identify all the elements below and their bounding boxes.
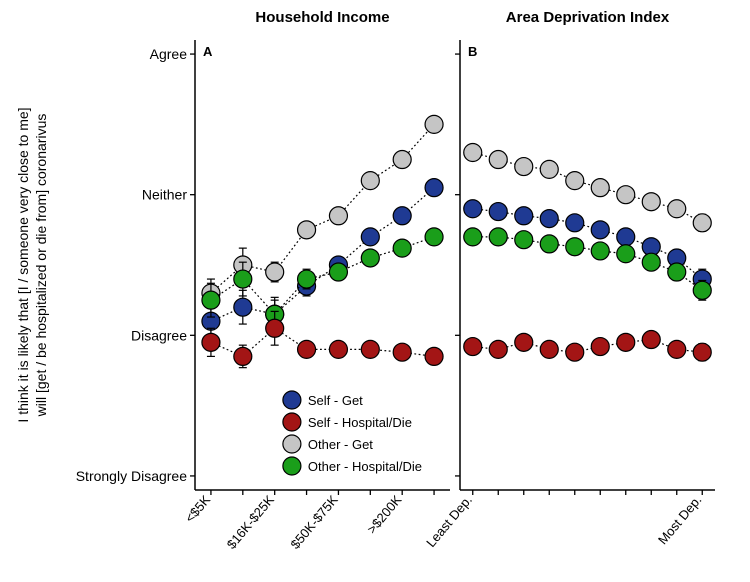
marker-other_get xyxy=(693,214,711,232)
marker-self_hospdie xyxy=(329,340,347,358)
marker-self_get xyxy=(425,179,443,197)
marker-other_hospdie xyxy=(489,228,507,246)
marker-other_get xyxy=(298,221,316,239)
marker-self_hospdie xyxy=(266,319,284,337)
panel-title: Area Deprivation Index xyxy=(506,9,670,26)
marker-self_hospdie xyxy=(464,338,482,356)
svg-text:I think it is likely that [I /: I think it is likely that [I / someone v… xyxy=(15,107,31,422)
marker-self_hospdie xyxy=(489,340,507,358)
marker-other_get xyxy=(515,158,533,176)
marker-other_hospdie xyxy=(566,238,584,256)
marker-self_hospdie xyxy=(617,333,635,351)
marker-self_hospdie xyxy=(515,333,533,351)
marker-self_hospdie xyxy=(693,343,711,361)
marker-self_hospdie xyxy=(202,333,220,351)
marker-other_hospdie xyxy=(234,270,252,288)
marker-self_get xyxy=(515,207,533,225)
marker-other_get xyxy=(591,179,609,197)
marker-other_hospdie xyxy=(540,235,558,253)
marker-self_get xyxy=(540,210,558,228)
marker-other_hospdie xyxy=(515,231,533,249)
legend-marker xyxy=(283,413,301,431)
marker-other_get xyxy=(540,160,558,178)
marker-other_hospdie xyxy=(329,263,347,281)
panel-title: Household Income xyxy=(255,9,389,26)
marker-other_get xyxy=(329,207,347,225)
marker-self_hospdie xyxy=(361,340,379,358)
marker-self_get xyxy=(361,228,379,246)
marker-other_get xyxy=(393,151,411,169)
legend-label: Other - Get xyxy=(308,437,373,452)
marker-other_hospdie xyxy=(361,249,379,267)
marker-self_get xyxy=(489,203,507,221)
marker-self_get xyxy=(591,221,609,239)
svg-text:will [get / be hospitalized or: will [get / be hospitalized or die from]… xyxy=(33,114,49,418)
marker-self_hospdie xyxy=(234,347,252,365)
marker-other_hospdie xyxy=(393,239,411,257)
legend-label: Self - Get xyxy=(308,393,363,408)
marker-self_get xyxy=(393,207,411,225)
marker-other_get xyxy=(489,151,507,169)
panel-tag: A xyxy=(203,44,213,59)
marker-self_hospdie xyxy=(425,347,443,365)
marker-other_hospdie xyxy=(617,245,635,263)
legend-marker xyxy=(283,391,301,409)
legend-label: Other - Hospital/Die xyxy=(308,459,422,474)
figure-container: I think it is likely that [I / someone v… xyxy=(0,0,750,582)
marker-other_get xyxy=(617,186,635,204)
marker-other_get xyxy=(464,144,482,162)
marker-other_get xyxy=(566,172,584,190)
ytick-label: Disagree xyxy=(131,327,187,343)
marker-other_get xyxy=(642,193,660,211)
marker-self_hospdie xyxy=(591,338,609,356)
marker-other_get xyxy=(668,200,686,218)
marker-other_hospdie xyxy=(202,291,220,309)
marker-self_hospdie xyxy=(668,340,686,358)
panel-tag: B xyxy=(468,44,477,59)
marker-self_get xyxy=(566,214,584,232)
legend-marker xyxy=(283,457,301,475)
marker-other_hospdie xyxy=(298,270,316,288)
marker-other_hospdie xyxy=(642,253,660,271)
marker-other_hospdie xyxy=(591,242,609,260)
ytick-label: Agree xyxy=(150,46,188,62)
marker-other_hospdie xyxy=(425,228,443,246)
ytick-label: Strongly Disagree xyxy=(76,468,187,484)
marker-self_get xyxy=(464,200,482,218)
marker-self_hospdie xyxy=(642,331,660,349)
legend-marker xyxy=(283,435,301,453)
marker-self_get xyxy=(234,298,252,316)
legend-label: Self - Hospital/Die xyxy=(308,415,412,430)
chart-svg: I think it is likely that [I / someone v… xyxy=(0,0,750,582)
marker-other_get xyxy=(361,172,379,190)
marker-other_hospdie xyxy=(668,263,686,281)
marker-self_get xyxy=(617,228,635,246)
marker-other_get xyxy=(425,115,443,133)
marker-self_hospdie xyxy=(540,340,558,358)
marker-other_get xyxy=(266,263,284,281)
marker-self_hospdie xyxy=(566,343,584,361)
marker-self_hospdie xyxy=(298,340,316,358)
ytick-label: Neither xyxy=(142,187,187,203)
marker-other_hospdie xyxy=(693,281,711,299)
marker-other_hospdie xyxy=(464,228,482,246)
marker-self_hospdie xyxy=(393,343,411,361)
